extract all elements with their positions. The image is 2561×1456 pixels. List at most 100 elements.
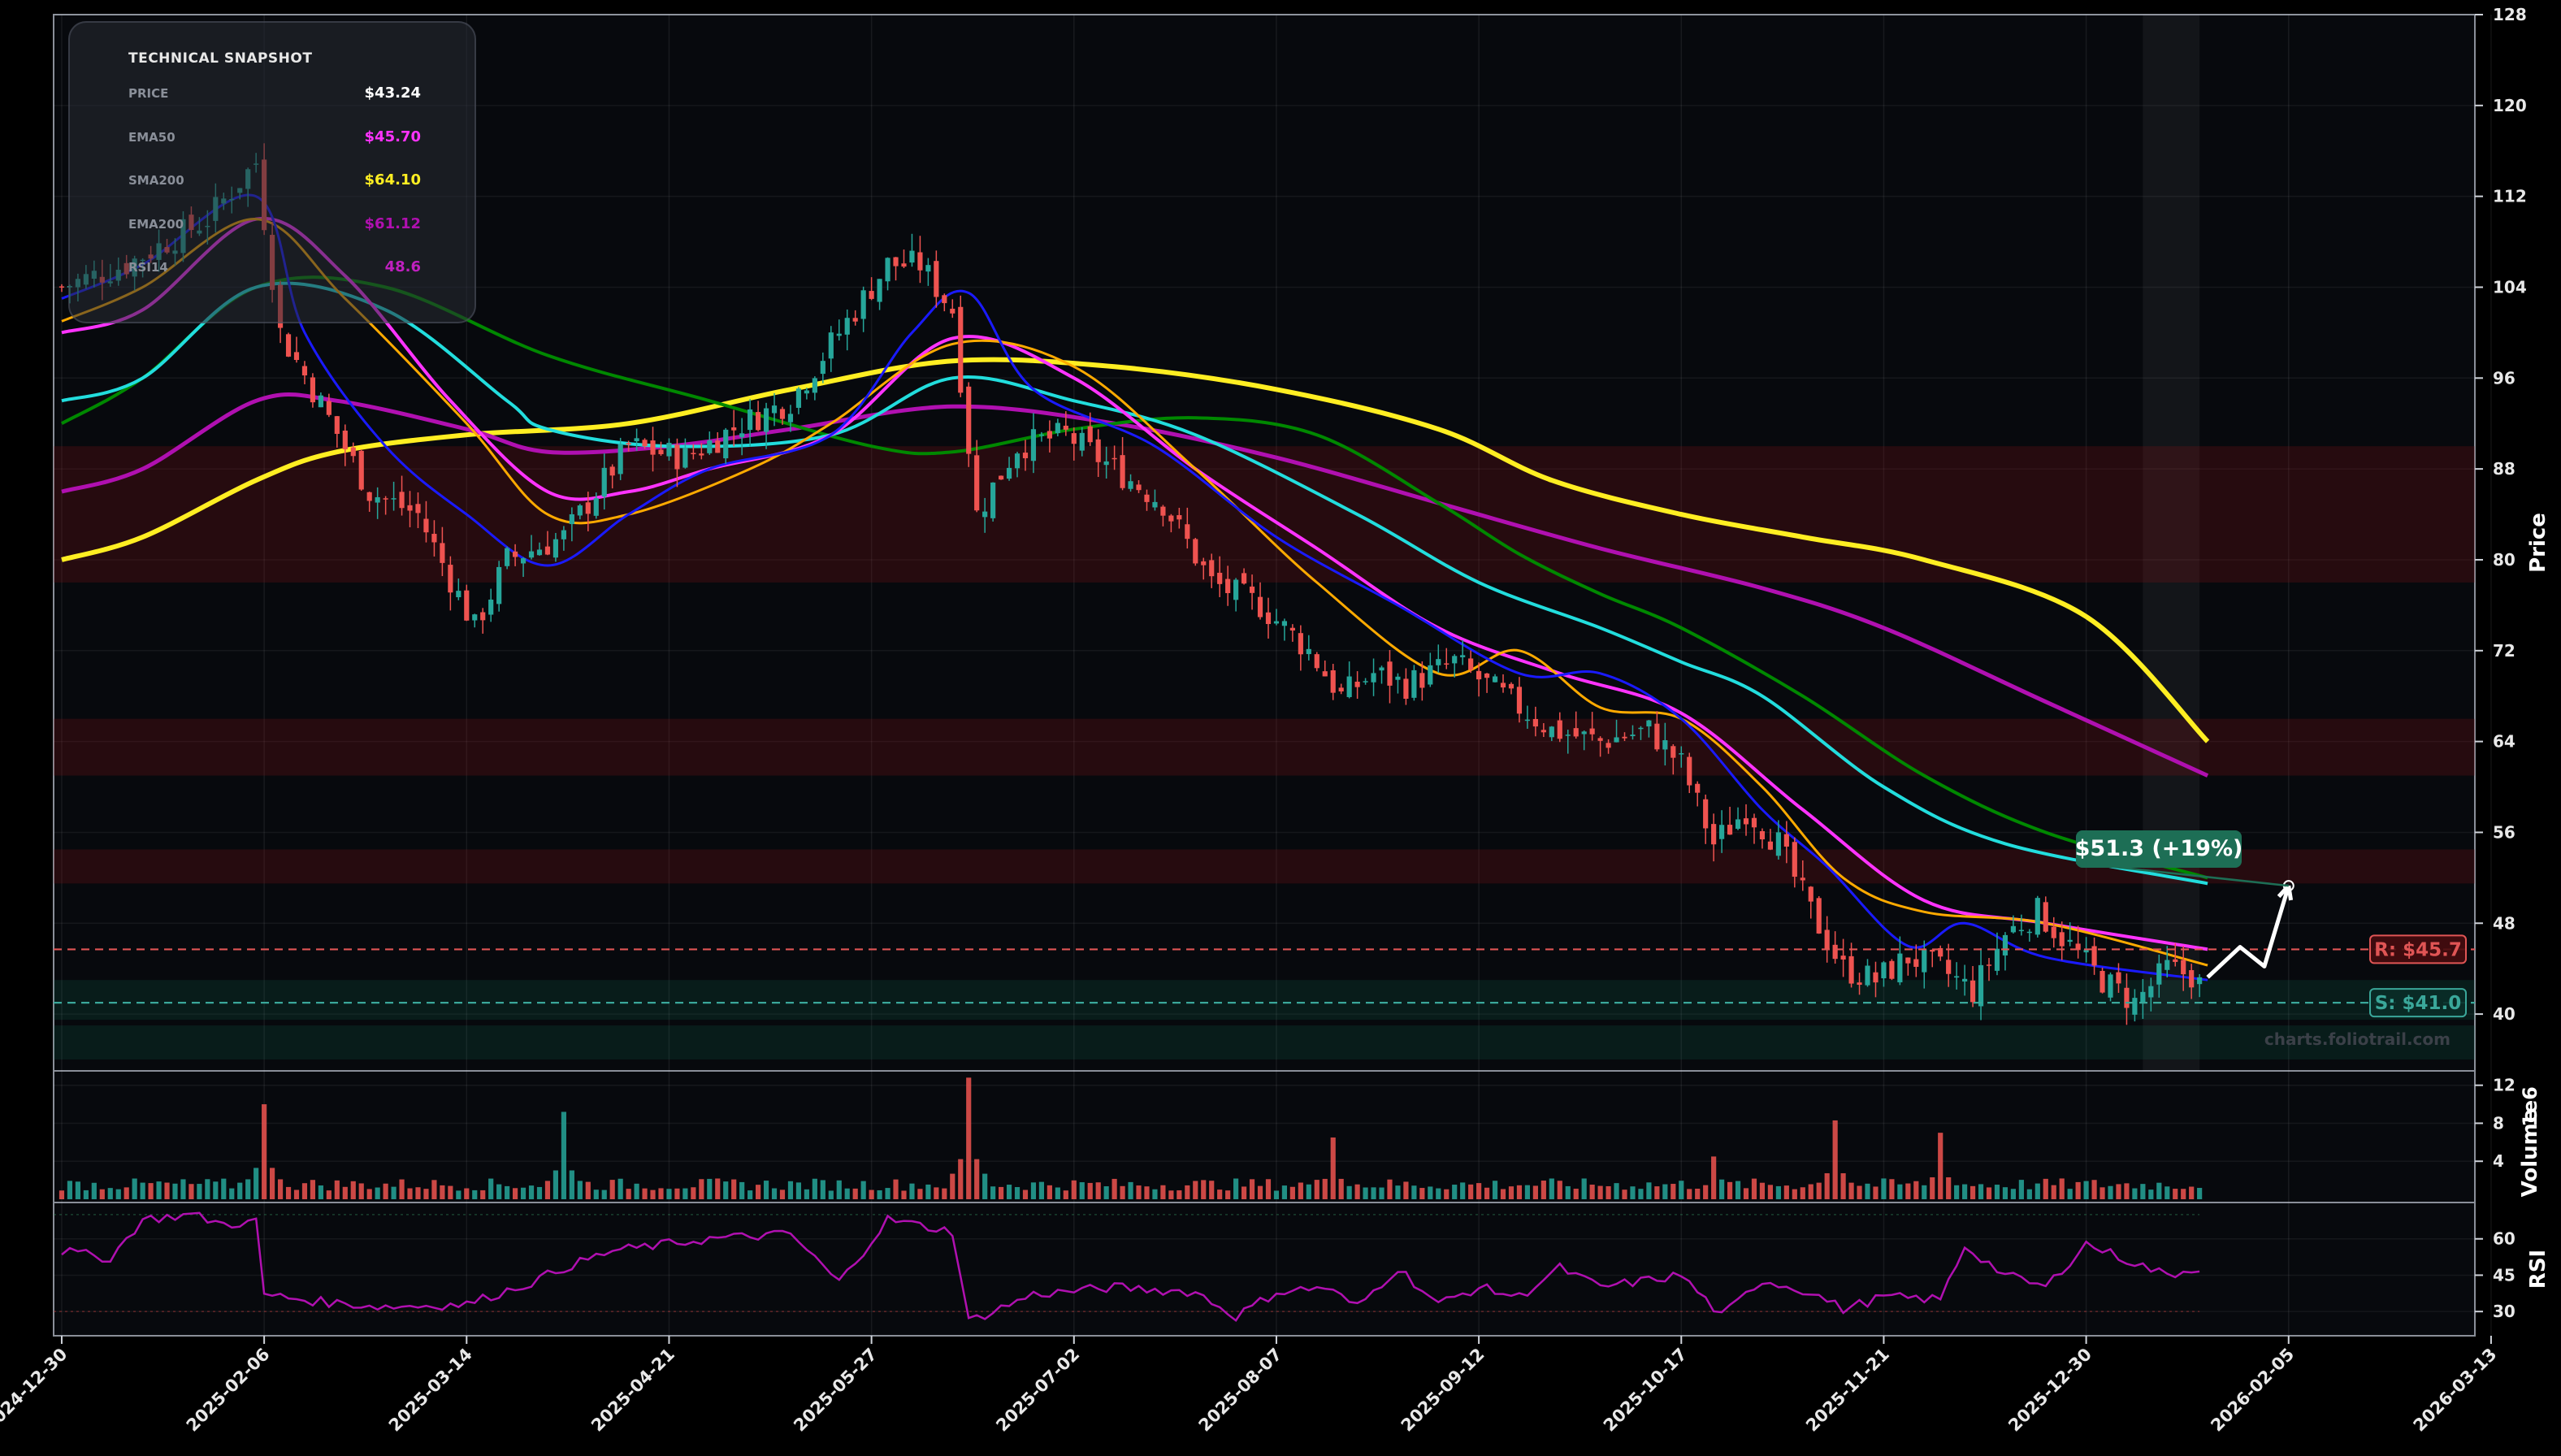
candle-body [982, 511, 988, 518]
volume-bar [1848, 1182, 1854, 1199]
candle-body [634, 438, 639, 442]
candle-body [1873, 972, 1878, 983]
candle-body [1719, 825, 1725, 839]
volume-bar [488, 1178, 494, 1199]
volume-bar [771, 1188, 778, 1199]
candle-body [1379, 667, 1384, 671]
candle-body [456, 591, 462, 598]
candle-body [804, 390, 809, 394]
volume-bar [1622, 1190, 1627, 1199]
volume-bar [1614, 1183, 1619, 1199]
volume-bar [1597, 1185, 1603, 1199]
volume-bar [1646, 1182, 1652, 1199]
volume-bar [1160, 1185, 1166, 1199]
candle-body [642, 440, 648, 447]
candle-body [942, 295, 947, 304]
volume-bar [2018, 1180, 2024, 1199]
candle-body [618, 444, 623, 474]
volume-bar [1452, 1185, 1458, 1199]
volume-bar [91, 1182, 97, 1199]
candle-body [1986, 964, 1992, 966]
candle-body [552, 539, 559, 558]
volume-bar [2173, 1189, 2178, 1199]
volume-bar [1103, 1186, 1109, 1199]
candle-body [1322, 671, 1328, 677]
volume-bar [1120, 1185, 1125, 1199]
price-axis-tick-label: 104 [2493, 277, 2527, 297]
volume-bar [1889, 1179, 1895, 1199]
candle-body [682, 448, 688, 468]
candle-body [1201, 561, 1207, 566]
volume-bar [448, 1185, 453, 1199]
candle-body [756, 412, 761, 431]
volume-bar [1314, 1180, 1320, 1199]
volume-bar [229, 1188, 235, 1199]
volume-bar [2197, 1188, 2203, 1199]
volume-bar [1249, 1179, 1255, 1199]
snapshot-value: 48.6 [384, 258, 421, 275]
candle-body [585, 502, 591, 514]
candle-body [577, 505, 583, 516]
candle-body [1411, 670, 1417, 698]
volume-bar [1840, 1172, 1846, 1199]
volume-bar [1338, 1178, 1344, 1199]
volume-bar [804, 1189, 809, 1199]
volume-bar [1492, 1181, 1498, 1199]
volume-bar [2002, 1187, 2008, 1199]
candle-body [1257, 596, 1263, 618]
candle-body [2075, 943, 2081, 951]
candle-body [1063, 425, 1068, 430]
candle-body [2010, 925, 2016, 933]
rsi-axis-tick-label: 30 [2493, 1302, 2516, 1321]
volume-bar [1897, 1184, 1903, 1199]
volume-bar [1273, 1190, 1280, 1199]
volume-bar [2132, 1188, 2138, 1199]
volume-bar [1540, 1181, 1546, 1199]
volume-bar [1330, 1138, 1336, 1199]
volume-bar [2034, 1183, 2040, 1199]
candle-body [334, 416, 340, 435]
price-axis-title: Price [2526, 513, 2550, 573]
volume-bar [1185, 1185, 1190, 1199]
candle-body [1630, 734, 1636, 737]
volume-bar [1532, 1185, 1538, 1199]
candle-body [1022, 453, 1029, 458]
volume-bar [75, 1181, 80, 1199]
volume-bar [1395, 1185, 1401, 1199]
candle-body [1241, 573, 1247, 584]
candle-body [2051, 926, 2056, 938]
candle-body [1767, 841, 1773, 850]
volume-bar [67, 1181, 73, 1199]
volume-bar [2043, 1178, 2048, 1199]
snapshot-label: EMA50 [128, 130, 176, 145]
price-axis-tick-label: 56 [2493, 822, 2516, 842]
volume-bar [577, 1181, 583, 1199]
candle-body [1387, 661, 1393, 686]
candle-body [1727, 825, 1733, 835]
candle-body [1800, 878, 1805, 881]
candle-body [536, 549, 543, 556]
volume-bar [917, 1189, 923, 1199]
volume-bar [1606, 1185, 1611, 1199]
candle-body [480, 612, 486, 621]
candle-body [1695, 783, 1701, 793]
volume-bar [618, 1178, 623, 1199]
volume-bar [1403, 1181, 1409, 1199]
volume-bar [1363, 1187, 1368, 1199]
candle-body [787, 414, 794, 422]
candle-body [1978, 964, 1984, 1007]
ma-line-ema200 [61, 392, 2209, 778]
volume-bar [1775, 1185, 1781, 1199]
candle-body [885, 258, 890, 282]
volume-bar [2100, 1187, 2105, 1199]
candle-body [836, 333, 842, 336]
candle-body [658, 449, 664, 454]
price-axis-tick-label: 64 [2493, 732, 2516, 752]
candle-body [1112, 457, 1117, 460]
candle-body [293, 352, 300, 360]
candle-body [1962, 978, 1968, 982]
volume-bar [1176, 1190, 1182, 1199]
volume-bar [691, 1187, 696, 1199]
candle-body [1395, 676, 1401, 680]
volume-bar [107, 1188, 113, 1199]
